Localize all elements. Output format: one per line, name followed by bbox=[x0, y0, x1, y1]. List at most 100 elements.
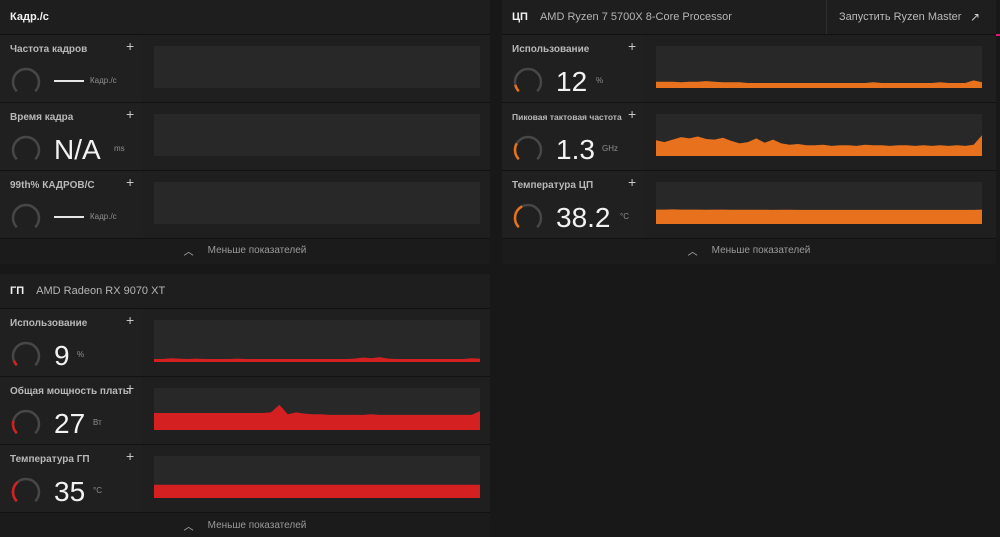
gauge-track bbox=[513, 67, 543, 93]
gauge-track bbox=[11, 67, 41, 93]
chart-area bbox=[656, 209, 982, 224]
fewer-metrics-label: Меньше показателей bbox=[711, 244, 811, 256]
metric-row-framerate: Частота кадров + Кадр./с bbox=[0, 35, 490, 103]
gauge-fill bbox=[514, 84, 520, 93]
metric-value: N/A bbox=[54, 134, 101, 165]
gauge-track bbox=[513, 135, 543, 161]
gauge bbox=[11, 203, 41, 229]
metric-value-empty bbox=[54, 216, 84, 218]
external-link-icon: ↗ bbox=[969, 10, 980, 24]
gauge bbox=[11, 341, 41, 367]
metric-row-gpu-temp: Температура ГП + 35 °C bbox=[0, 445, 490, 513]
metric-value: 35 bbox=[54, 476, 86, 507]
metric-unit: ms bbox=[114, 144, 125, 153]
metric-unit: % bbox=[77, 350, 85, 359]
plus-icon[interactable]: + bbox=[126, 106, 135, 122]
metric-label: 99th% КАДРОВ/С bbox=[10, 180, 95, 191]
gauge-track bbox=[11, 135, 41, 161]
metric-chart bbox=[154, 388, 480, 430]
metric-chart bbox=[154, 456, 480, 498]
metric-chart bbox=[154, 114, 480, 156]
metric-unit: Вт bbox=[93, 418, 102, 427]
metric-label: Общая мощность платы bbox=[10, 386, 132, 397]
accent-edge bbox=[996, 34, 1000, 36]
fewer-metrics-button[interactable]: ︿ Меньше показателей bbox=[502, 239, 996, 261]
metric-chart bbox=[656, 114, 982, 156]
gauge-fill bbox=[11, 481, 19, 503]
plus-icon[interactable]: + bbox=[126, 448, 135, 464]
chart-area bbox=[656, 135, 982, 156]
cpu-panel: ЦП AMD Ryzen 7 5700X 8-Core Processor За… bbox=[502, 0, 996, 264]
metric-label: Температура ГП bbox=[10, 454, 90, 465]
cpu-panel-title: ЦП bbox=[512, 11, 528, 23]
cpu-panel-header: ЦП AMD Ryzen 7 5700X 8-Core Processor За… bbox=[502, 0, 996, 35]
metric-unit: Кадр./с bbox=[90, 76, 117, 85]
fewer-metrics-button[interactable]: ︿ Меньше показателей bbox=[0, 239, 490, 261]
plus-icon[interactable]: + bbox=[126, 38, 135, 54]
metric-label: Частота кадров bbox=[10, 44, 88, 55]
metric-chart bbox=[154, 182, 480, 224]
chart-area bbox=[154, 357, 480, 362]
fewer-metrics-label: Меньше показателей bbox=[207, 519, 307, 531]
metric-row-99th: 99th% КАДРОВ/С + Кадр./с bbox=[0, 171, 490, 239]
gauge-track bbox=[11, 203, 41, 229]
launch-ryzen-master-button[interactable]: Запустить Ryzen Master ↗ bbox=[826, 0, 996, 34]
fps-panel-title: Кадр./с bbox=[10, 11, 49, 23]
metric-unit: Кадр./с bbox=[90, 212, 117, 221]
gpu-name: AMD Radeon RX 9070 XT bbox=[36, 285, 166, 297]
metric-row-gpu-usage: Использование + 9 % bbox=[0, 309, 490, 377]
gpu-panel-title: ГП bbox=[10, 285, 25, 297]
gauge-fill bbox=[513, 205, 523, 229]
metric-row-cpu-clock: Пиковая тактовая частота + 1.3 GHz bbox=[502, 103, 996, 171]
metric-unit: °C bbox=[620, 212, 629, 221]
metric-label: Время кадра bbox=[10, 112, 74, 123]
chart-area bbox=[154, 484, 480, 498]
metric-label: Использование bbox=[10, 318, 88, 329]
chart-area bbox=[656, 80, 982, 88]
cpu-name: AMD Ryzen 7 5700X 8-Core Processor bbox=[539, 11, 732, 23]
chevron-up-icon: ︿ bbox=[687, 246, 698, 258]
plus-icon[interactable]: + bbox=[126, 312, 135, 328]
metric-unit: % bbox=[596, 76, 604, 85]
plus-icon[interactable]: + bbox=[628, 38, 637, 54]
gauge-track bbox=[11, 409, 41, 435]
metric-row-cpu-usage: Использование + 12 % bbox=[502, 35, 996, 103]
gauge-fill bbox=[513, 142, 520, 161]
plus-icon[interactable]: + bbox=[628, 174, 637, 190]
gpu-panel: ГП AMD Radeon RX 9070 XT Использование +… bbox=[0, 274, 490, 537]
gauge bbox=[11, 477, 41, 503]
gauge bbox=[11, 135, 41, 161]
fewer-metrics-label: Меньше показателей bbox=[207, 244, 307, 256]
fewer-metrics-button[interactable]: ︿ Меньше показателей bbox=[0, 513, 490, 537]
gauge bbox=[11, 67, 41, 93]
gauge bbox=[513, 135, 543, 161]
metric-chart bbox=[154, 320, 480, 362]
plus-icon[interactable]: + bbox=[126, 380, 135, 396]
metric-value-empty bbox=[54, 80, 84, 82]
gauge-fill bbox=[11, 420, 18, 435]
metric-unit: GHz bbox=[602, 144, 618, 153]
metric-row-cpu-temp: Температура ЦП + 38.2 °C bbox=[502, 171, 996, 239]
metric-value: 12 bbox=[556, 66, 588, 97]
metric-row-gpu-power: Общая мощность платы + 27 Вт bbox=[0, 377, 490, 445]
metric-value: 9 bbox=[54, 340, 70, 371]
gauge-track bbox=[11, 341, 41, 367]
chevron-up-icon: ︿ bbox=[183, 246, 194, 258]
gauge bbox=[513, 67, 543, 93]
gauge bbox=[513, 203, 543, 229]
fps-panel: Кадр./с Частота кадров + Кадр./с Время к… bbox=[0, 0, 490, 264]
metric-value: 1.3 bbox=[556, 134, 595, 165]
metric-value: 27 bbox=[54, 408, 86, 439]
chart-area bbox=[154, 404, 480, 430]
gauge-fill bbox=[12, 360, 18, 367]
metric-label: Температура ЦП bbox=[512, 180, 594, 191]
metric-chart bbox=[656, 182, 982, 224]
plus-icon[interactable]: + bbox=[126, 174, 135, 190]
launch-ryzen-master-label: Запустить Ryzen Master bbox=[839, 11, 962, 23]
metric-row-frametime: Время кадра + N/A ms bbox=[0, 103, 490, 171]
metric-value: 38.2 bbox=[556, 202, 611, 233]
metric-unit: °C bbox=[93, 486, 102, 495]
metric-chart bbox=[656, 46, 982, 88]
plus-icon[interactable]: + bbox=[628, 106, 637, 122]
metric-label: Использование bbox=[512, 44, 590, 55]
